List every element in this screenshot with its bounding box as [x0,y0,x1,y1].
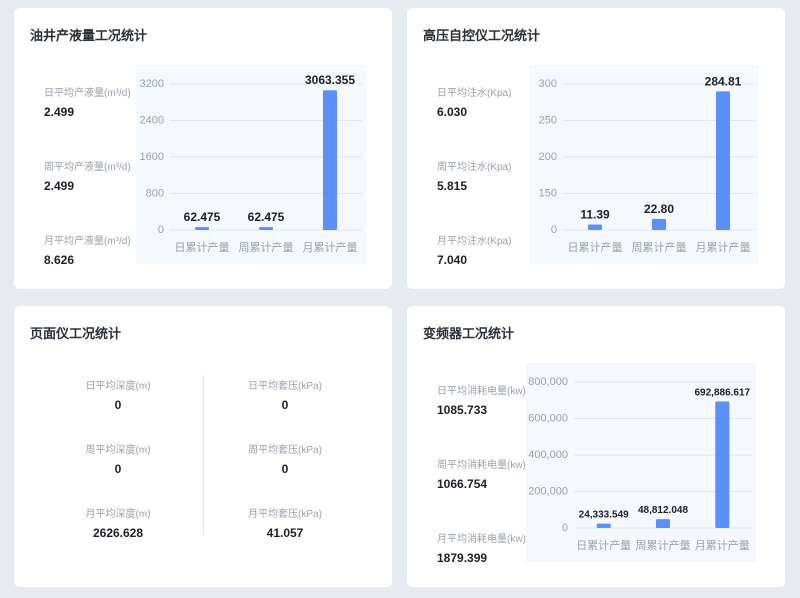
svg-text:800: 800 [146,188,164,200]
svg-text:284.81: 284.81 [705,74,742,88]
svg-text:200: 200 [539,151,557,163]
svg-text:62.475: 62.475 [184,210,221,224]
svg-text:62.475: 62.475 [248,210,285,224]
svg-text:3063.355: 3063.355 [305,73,355,87]
svg-text:150: 150 [539,188,557,200]
svg-text:月累计产量: 月累计产量 [696,240,751,254]
svg-text:24,333.549: 24,333.549 [579,510,629,521]
svg-text:周累计产量: 周累计产量 [239,240,294,254]
svg-text:800,000: 800,000 [528,376,568,388]
svg-text:周累计产量: 周累计产量 [636,538,691,552]
svg-text:0: 0 [562,522,568,534]
svg-text:200,000: 200,000 [528,486,568,498]
svg-text:250: 250 [539,115,557,127]
svg-text:日累计产量: 日累计产量 [576,538,631,552]
svg-text:300: 300 [539,78,557,90]
svg-text:月累计产量: 月累计产量 [695,538,750,552]
svg-text:日累计产量: 日累计产量 [568,240,623,254]
svg-text:1600: 1600 [140,151,164,163]
svg-text:3200: 3200 [140,78,164,90]
svg-text:22.80: 22.80 [644,202,674,216]
svg-text:月累计产量: 月累计产量 [303,240,358,254]
svg-text:周累计产量: 周累计产量 [632,240,687,254]
svg-text:日累计产量: 日累计产量 [175,240,230,254]
svg-text:600,000: 600,000 [528,413,568,425]
svg-text:2400: 2400 [140,115,164,127]
svg-text:48,812.048: 48,812.048 [638,505,688,516]
svg-text:11.39: 11.39 [580,208,610,222]
svg-text:692,886.617: 692,886.617 [694,388,750,399]
svg-text:0: 0 [158,224,164,236]
svg-text:0: 0 [551,224,557,236]
svg-text:400,000: 400,000 [528,449,568,461]
